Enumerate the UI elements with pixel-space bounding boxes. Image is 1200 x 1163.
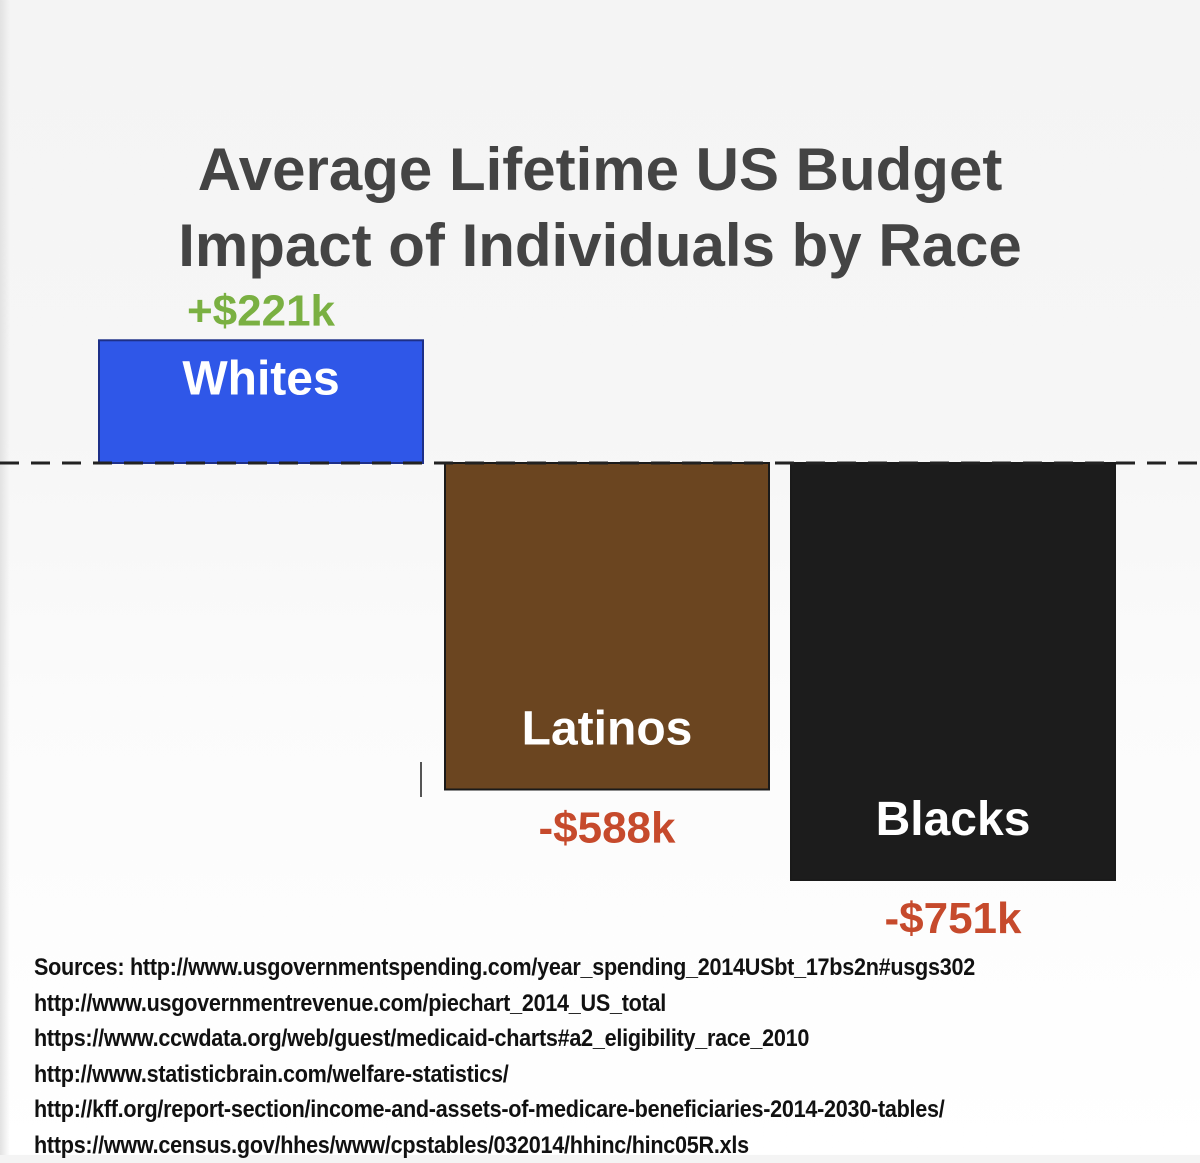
value-label-latinos: -$588k — [538, 803, 676, 852]
value-label-whites: +$221k — [187, 286, 336, 335]
source-line: http://www.usgovernmentrevenue.com/piech… — [34, 986, 1083, 1022]
value-label-blacks: -$751k — [884, 894, 1022, 943]
source-line: Sources: http://www.usgovernmentspending… — [34, 950, 1083, 986]
sources-list: Sources: http://www.usgovernmentspending… — [34, 950, 1083, 1163]
source-line: https://www.census.gov/hhes/www/cpstable… — [34, 1128, 1083, 1163]
bar-label-blacks: Blacks — [876, 793, 1031, 846]
source-line: https://www.ccwdata.org/web/guest/medica… — [34, 1021, 1083, 1057]
source-line: http://kff.org/report-section/income-and… — [34, 1092, 1083, 1128]
bar-label-latinos: Latinos — [522, 702, 693, 755]
bar-label-whites: Whites — [182, 352, 339, 405]
source-line: http://www.statisticbrain.com/welfare-st… — [34, 1057, 1083, 1093]
